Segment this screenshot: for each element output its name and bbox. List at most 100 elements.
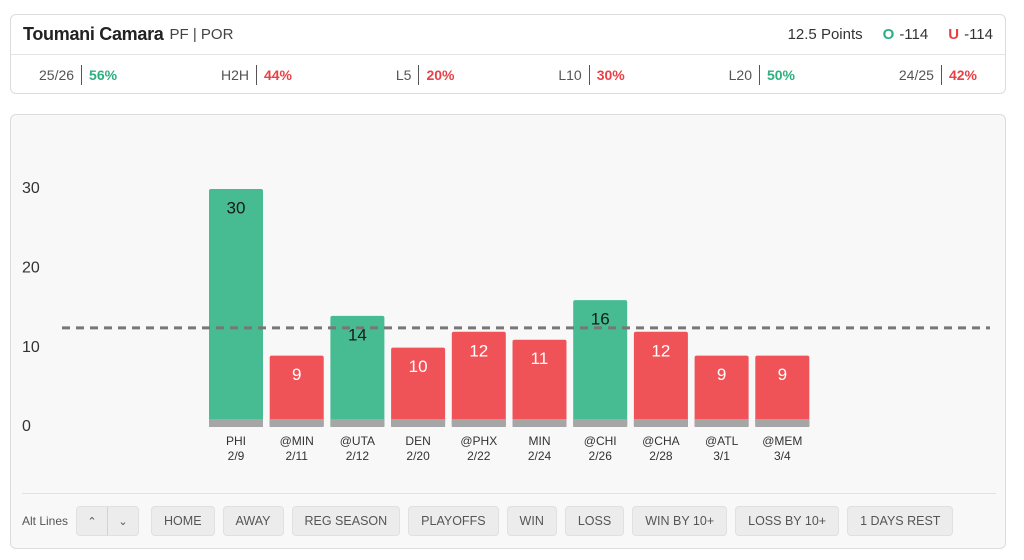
bar [209, 189, 263, 427]
filter-button[interactable]: HOME [151, 506, 215, 536]
y-tick-label: 0 [22, 418, 31, 435]
bar-base [391, 419, 446, 427]
split-label: 24/25 [898, 67, 934, 83]
alt-lines-label: Alt Lines [22, 514, 69, 528]
split-label: L10 [558, 67, 582, 83]
bar [391, 347, 446, 427]
split-value: 50% [758, 65, 795, 85]
bar-base [633, 419, 688, 427]
split-value: 20% [418, 65, 454, 85]
header-card: Toumani Camara PF | POR 12.5 Points O -1… [10, 14, 1006, 94]
player-name: Toumani Camara [23, 24, 164, 44]
chart-card [10, 114, 1006, 549]
y-tick-label: 20 [22, 260, 40, 277]
value-label: 10 [409, 357, 428, 376]
split: 24/25 42% [899, 65, 977, 85]
bar [633, 331, 688, 427]
line-info: 12.5 Points O -114 U -114 [788, 26, 993, 43]
split: H2H 44% [221, 65, 292, 85]
splits: 25/26 56% H2H 44% L5 20% L10 30% L20 50% 24/2… [11, 55, 1005, 95]
under-odds: -114 [964, 26, 993, 43]
x-tick-date: 2/12 [346, 449, 370, 463]
bar-base [755, 419, 810, 427]
filter-button[interactable]: AWAY [222, 506, 284, 536]
filter-button[interactable]: PLAYOFFS [408, 506, 499, 536]
over-odds: -114 [899, 26, 929, 43]
over-label: O [882, 26, 895, 43]
split-value: 56% [81, 65, 117, 85]
bar [573, 300, 628, 427]
step-down[interactable]: ⌄ [118, 515, 128, 528]
step-up[interactable]: ⌃ [77, 507, 109, 535]
bar [269, 355, 324, 427]
filter-button[interactable]: REG SEASON [291, 506, 401, 536]
bar-base [451, 419, 506, 427]
split-value: 30% [588, 65, 625, 85]
value-label: 9 [717, 365, 726, 384]
value-label: 9 [778, 365, 787, 384]
split-label: L20 [728, 67, 752, 83]
bar [755, 355, 810, 427]
bar [512, 339, 567, 427]
y-tick-label: 10 [22, 339, 40, 356]
split: L20 50% [729, 65, 795, 85]
value-label: 9 [292, 365, 301, 384]
x-tick-label: @ATL [705, 434, 739, 448]
bar [330, 315, 385, 427]
filter-button[interactable]: LOSS [564, 506, 625, 536]
filter-button[interactable]: WIN [506, 506, 557, 536]
player-position: PF | POR [169, 26, 234, 43]
x-tick-date: 3/1 [713, 449, 730, 463]
filter-button[interactable]: LOSS BY 10+ [735, 506, 840, 536]
x-tick-label: @PHX [460, 434, 497, 448]
split: 25/26 56% [39, 65, 117, 85]
chart: 010203030PHI2/99@MIN2/1114@UTA2/1210DEN2… [22, 180, 990, 463]
x-tick-label: @MIN [280, 434, 314, 448]
x-tick-label: PHI [226, 434, 246, 448]
x-tick-date: 2/11 [285, 449, 308, 463]
x-tick-date: 2/9 [228, 449, 245, 463]
filter-button[interactable]: 1 DAYS REST [847, 506, 954, 536]
split: L5 20% [395, 65, 454, 85]
separator [22, 493, 996, 494]
x-tick-date: 3/4 [774, 449, 791, 463]
bar-base [512, 419, 567, 427]
x-tick-label: @MEM [762, 434, 802, 448]
split-label: H2H [220, 67, 249, 83]
x-tick-date: 2/26 [589, 449, 613, 463]
x-tick-date: 2/28 [649, 449, 673, 463]
split: L10 30% [558, 65, 625, 85]
value-label: 14 [348, 325, 367, 344]
x-tick-date: 2/20 [406, 449, 430, 463]
bar [451, 331, 506, 427]
split-label: L5 [395, 67, 412, 83]
x-tick-label: MIN [529, 434, 551, 448]
filters: Alt Lines ⌃ ⌄ HOME AWAY REG SEASON PLAYOFFS… [22, 506, 961, 536]
split-value: 42% [940, 65, 977, 85]
alt-line-stepper: ⌃ ⌄ [76, 506, 140, 536]
value-label: 11 [531, 349, 549, 368]
bar-base [694, 419, 749, 427]
x-tick-date: 2/24 [528, 449, 552, 463]
under-label: U [948, 26, 960, 43]
header-row: Toumani Camara PF | POR 12.5 Points O -1… [11, 15, 1005, 55]
bar-base [269, 419, 324, 427]
split-label: 25/26 [39, 67, 75, 83]
split-value: 44% [255, 65, 292, 85]
x-tick-label: @CHA [642, 434, 680, 448]
y-tick-label: 30 [22, 180, 40, 197]
prop-line: 12.5 Points [787, 26, 863, 43]
value-label: 30 [227, 198, 246, 217]
x-tick-label: @UTA [340, 434, 375, 448]
bar-base [330, 419, 385, 427]
x-tick-label: @CHI [584, 434, 617, 448]
value-label: 12 [469, 341, 488, 360]
value-label: 12 [651, 341, 670, 360]
x-tick-label: DEN [405, 434, 430, 448]
bar-base [573, 419, 628, 427]
bar-base [209, 419, 263, 427]
x-tick-date: 2/22 [467, 449, 491, 463]
value-label: 16 [591, 310, 610, 329]
filter-button[interactable]: WIN BY 10+ [632, 506, 728, 536]
